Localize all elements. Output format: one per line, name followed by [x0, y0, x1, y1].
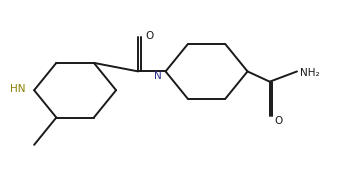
Text: O: O	[275, 116, 283, 126]
Text: NH₂: NH₂	[300, 68, 320, 78]
Text: HN: HN	[10, 84, 26, 93]
Text: O: O	[145, 31, 153, 41]
Text: N: N	[154, 71, 162, 81]
